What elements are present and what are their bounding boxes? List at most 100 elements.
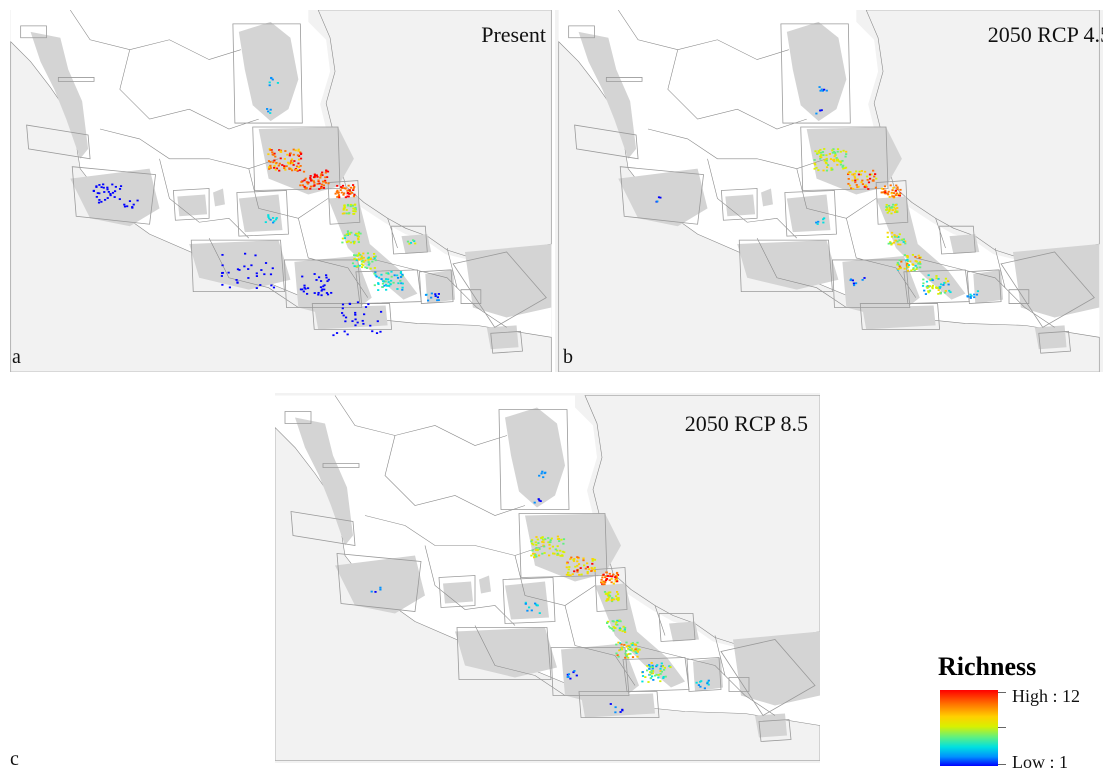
- state-border: [514, 555, 596, 606]
- richness-cell: [633, 643, 636, 646]
- richness-cell: [538, 548, 541, 550]
- richness-cell: [913, 269, 916, 272]
- richness-cell: [359, 253, 362, 256]
- richness-cell: [661, 665, 664, 668]
- richness-cell: [227, 271, 230, 274]
- richness-cell: [852, 187, 855, 190]
- richness-cell: [659, 670, 662, 672]
- richness-cell: [839, 163, 842, 166]
- richness-cell: [902, 241, 905, 243]
- richness-cell: [969, 295, 972, 298]
- richness-cell: [969, 297, 972, 299]
- richness-cell: [326, 280, 329, 283]
- map-panel-present: Present a: [10, 10, 552, 372]
- state-border: [667, 49, 807, 130]
- region-box: [619, 166, 704, 225]
- region-box: [720, 188, 758, 221]
- richness-cell: [310, 179, 313, 182]
- distribution-range: [618, 168, 708, 227]
- richness-cell: [648, 665, 652, 668]
- richness-cell: [890, 231, 894, 234]
- richness-cell: [352, 184, 355, 186]
- richness-cell: [290, 159, 293, 162]
- richness-cell: [820, 156, 823, 159]
- richness-cell: [250, 264, 253, 267]
- richness-cell: [106, 186, 109, 189]
- richness-cell: [385, 288, 388, 291]
- richness-cell: [628, 644, 631, 647]
- richness-cell: [859, 173, 863, 176]
- richness-cell: [605, 592, 608, 595]
- richness-cell: [389, 279, 393, 282]
- richness-cell: [269, 167, 272, 169]
- richness-cell: [322, 184, 326, 187]
- richness-cell: [622, 625, 625, 628]
- richness-cell: [899, 188, 902, 191]
- richness-cell: [244, 252, 247, 255]
- richness-cell: [436, 299, 439, 302]
- richness-cell: [587, 568, 590, 571]
- richness-cell: [118, 188, 122, 190]
- richness-cell: [833, 151, 837, 154]
- richness-cell: [385, 278, 388, 280]
- richness-cell: [305, 181, 309, 184]
- richness-cell: [867, 181, 871, 184]
- richness-cell: [375, 332, 379, 335]
- richness-cell: [98, 184, 101, 186]
- region-box: [327, 180, 361, 225]
- richness-cell: [389, 283, 392, 286]
- richness-cell: [326, 176, 329, 179]
- richness-cell: [576, 570, 579, 573]
- distribution-range: [786, 194, 831, 233]
- richness-cell: [626, 645, 629, 647]
- richness-cell: [898, 265, 901, 268]
- richness-cell: [260, 269, 263, 271]
- richness-cell: [307, 181, 310, 184]
- richness-cell: [538, 612, 541, 614]
- richness-cell: [400, 282, 403, 285]
- richness-cell: [896, 240, 899, 243]
- richness-cell: [620, 646, 623, 649]
- richness-cell: [298, 169, 302, 172]
- distribution-range: [525, 513, 621, 582]
- distribution-range: [876, 196, 966, 300]
- richness-cell: [537, 542, 540, 544]
- richness-cell: [823, 148, 826, 150]
- richness-cell: [354, 324, 357, 327]
- panel-letter: b: [563, 346, 573, 368]
- richness-cell: [349, 186, 353, 189]
- richness-cell: [939, 286, 942, 288]
- region-box: [738, 239, 833, 293]
- richness-cell: [627, 653, 630, 655]
- richness-cell: [942, 284, 945, 286]
- richness-cell: [593, 566, 596, 569]
- richness-cell: [838, 160, 841, 163]
- richness-cell: [377, 283, 380, 286]
- richness-cell: [634, 643, 637, 646]
- richness-cell: [851, 173, 854, 176]
- richness-cell: [969, 293, 972, 296]
- map-panel-rcp45: 2050 RCP 4.5 b: [555, 10, 1103, 372]
- state-border: [334, 395, 508, 446]
- richness-cell: [320, 173, 323, 176]
- distribution-range: [238, 21, 299, 122]
- state-border: [915, 257, 1055, 328]
- richness-cell: [820, 109, 823, 112]
- richness-cell: [625, 645, 628, 648]
- richness-cell: [841, 159, 844, 162]
- richness-cell: [921, 285, 925, 287]
- distribution-range: [761, 188, 773, 207]
- richness-cell: [606, 622, 609, 624]
- richness-cell: [601, 576, 604, 579]
- richness-cell: [615, 621, 618, 623]
- region-box: [172, 188, 210, 221]
- richness-cell: [899, 267, 902, 270]
- richness-cell: [836, 163, 839, 166]
- richness-cell: [915, 260, 918, 263]
- richness-cell: [347, 240, 350, 243]
- richness-cell: [937, 277, 940, 280]
- richness-cell: [354, 254, 357, 257]
- richness-cell: [888, 208, 891, 211]
- richness-cell: [833, 160, 836, 163]
- richness-cell: [275, 167, 279, 170]
